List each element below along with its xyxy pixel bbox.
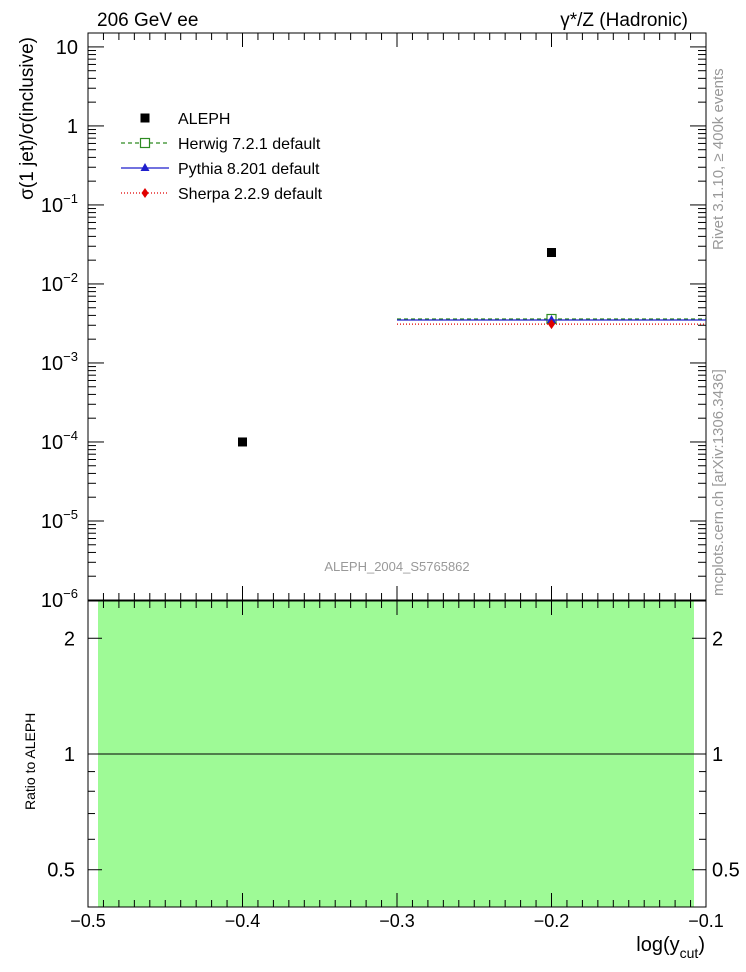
- y-tick-label-exponent: −3: [63, 349, 78, 364]
- y-tick-label-base: 10: [56, 37, 78, 59]
- y-tick-label: 10−4: [41, 428, 78, 454]
- y-tick-label-exponent: −2: [63, 270, 78, 285]
- y-tick-label: 10−2: [41, 270, 78, 296]
- legend-marker-data: [140, 113, 150, 123]
- y-tick-label-base: 10: [41, 590, 63, 612]
- ratio-y-tick-label-right: 1: [712, 744, 723, 766]
- ratio-y-tick-label-left: 1: [64, 744, 75, 766]
- x-tick-label: −0.4: [225, 911, 261, 931]
- ratio-y-tick-label-right: 0.5: [712, 860, 740, 882]
- y-tick-label-base: 10: [41, 353, 63, 375]
- ratio-panel: [98, 601, 694, 907]
- pythia-marker: [547, 314, 556, 323]
- y-tick-label-exponent: −1: [63, 191, 78, 206]
- legend-label-data: ALEPH: [178, 111, 230, 128]
- sherpa-marker: [548, 319, 555, 330]
- ratio-y-tick-label-left: 2: [64, 628, 75, 650]
- ratio-y-tick-label-right: 2: [712, 628, 723, 650]
- y-tick-label-base: 10: [41, 432, 63, 454]
- y-tick-label-base: 10: [41, 195, 63, 217]
- y-tick-label-exponent: −5: [63, 507, 78, 522]
- rivet-label: Rivet 3.1.10, ≥ 400k events: [710, 68, 727, 250]
- y-tick-label: 1: [67, 116, 78, 138]
- header-left: 206 GeV ee: [97, 10, 198, 31]
- y-tick-label: 10−6: [41, 586, 78, 612]
- y-tick-label: 10: [56, 37, 78, 59]
- main-data-layer: [238, 248, 706, 447]
- x-axis-label-main: log(y: [636, 934, 679, 956]
- y-tick-label: 10−1: [41, 191, 78, 217]
- x-axis-label-sub: cut: [680, 945, 699, 961]
- legend-label-pythia: Pythia 8.201 default: [178, 161, 320, 178]
- header-right: γ*/Z (Hadronic): [560, 10, 688, 31]
- y-tick-label-base: 10: [41, 511, 63, 533]
- y-tick-label-exponent: −6: [63, 586, 78, 601]
- y-tick-label-exponent: −4: [63, 428, 78, 443]
- x-axis-label-close: ): [698, 934, 705, 956]
- y-tick-label-base: 10: [41, 274, 63, 296]
- ratio-ylabel: Ratio to ALEPH: [22, 713, 38, 810]
- x-tick-label: −0.3: [379, 911, 415, 931]
- main-ylabel: σ(1 jet)/σ(inclusive): [17, 37, 38, 200]
- analysis-tag: ALEPH_2004_S5765862: [324, 559, 469, 574]
- data-point: [238, 437, 247, 447]
- mcplots-label: mcplots.cern.ch [arXiv:1306.3436]: [710, 369, 727, 596]
- x-tick-label: −0.2: [534, 911, 570, 931]
- legend-label-sherpa: Sherpa 2.2.9 default: [178, 186, 323, 203]
- x-axis-label: log(ycut): [636, 934, 705, 961]
- x-tick-label: −0.5: [70, 911, 106, 931]
- y-tick-label-base: 1: [67, 116, 78, 138]
- data-point: [547, 248, 556, 258]
- legend-label-herwig: Herwig 7.2.1 default: [178, 136, 321, 153]
- legend-marker-pythia: [140, 163, 150, 171]
- ratio-y-tick-label-left: 0.5: [47, 860, 75, 882]
- legend-marker-sherpa: [141, 188, 149, 198]
- x-tick-label: −0.1: [688, 911, 724, 931]
- ratio-axes: −0.5 −0.4 −0.3 −0.2 −0.1 0.5 0.5 1 1 2 2: [47, 600, 740, 931]
- legend: ALEPH Herwig 7.2.1 default Pythia 8.201 de…: [121, 111, 323, 203]
- legend-marker-herwig: [139, 137, 151, 149]
- y-tick-label: 10−3: [41, 349, 78, 375]
- y-tick-label: 10−5: [41, 507, 78, 533]
